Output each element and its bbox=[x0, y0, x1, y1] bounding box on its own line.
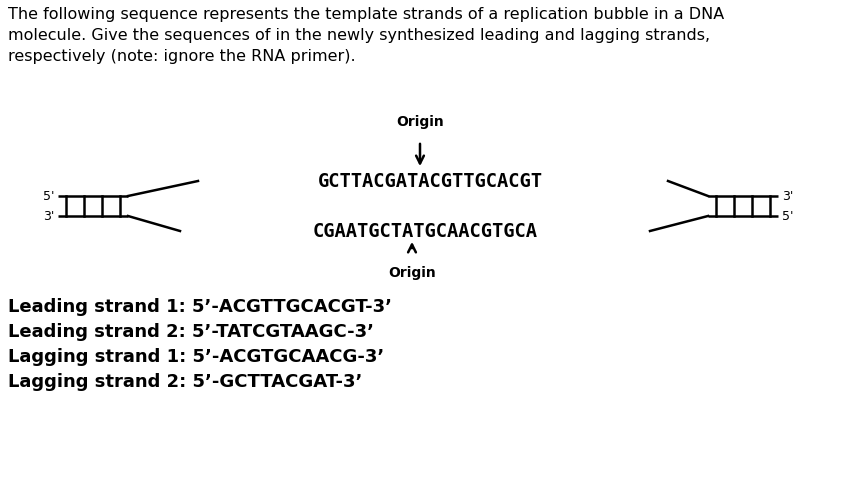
Text: Origin: Origin bbox=[396, 115, 444, 129]
Text: GCTTACGATACGTTGCACGT: GCTTACGATACGTTGCACGT bbox=[317, 171, 543, 191]
Text: Leading strand 1: 5’-ACGTTGCACGT-3’: Leading strand 1: 5’-ACGTTGCACGT-3’ bbox=[8, 298, 392, 316]
Text: CGAATGCTATGCAACGTGCA: CGAATGCTATGCAACGTGCA bbox=[313, 221, 537, 240]
Text: 3': 3' bbox=[782, 190, 793, 203]
Text: 3': 3' bbox=[42, 209, 54, 223]
Text: Leading strand 2: 5’-TATCGTAAGC-3’: Leading strand 2: 5’-TATCGTAAGC-3’ bbox=[8, 323, 374, 341]
Text: Origin: Origin bbox=[388, 266, 435, 280]
Text: 5': 5' bbox=[42, 190, 54, 203]
Text: 5': 5' bbox=[782, 209, 793, 223]
Text: The following sequence represents the template strands of a replication bubble i: The following sequence represents the te… bbox=[8, 7, 724, 64]
Text: Lagging strand 1: 5’-ACGTGCAACG-3’: Lagging strand 1: 5’-ACGTGCAACG-3’ bbox=[8, 348, 384, 366]
Text: Lagging strand 2: 5’-GCTTACGAT-3’: Lagging strand 2: 5’-GCTTACGAT-3’ bbox=[8, 373, 362, 391]
